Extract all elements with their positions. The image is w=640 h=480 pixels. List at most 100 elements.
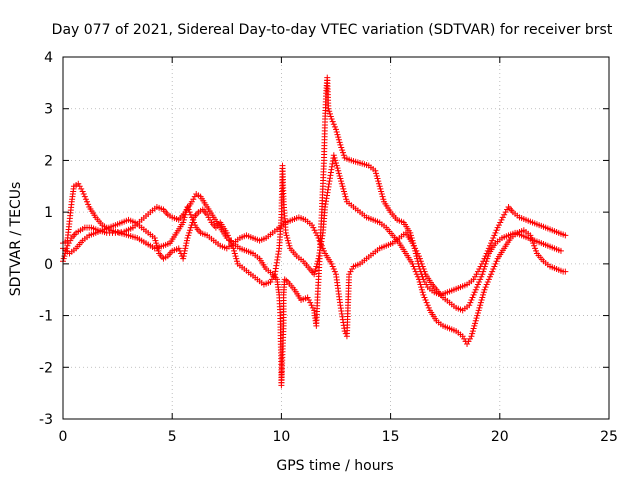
- data-point: [325, 105, 332, 112]
- data-point: [414, 273, 421, 280]
- data-point: [282, 229, 289, 236]
- data-point: [84, 198, 91, 205]
- data-point: [60, 255, 67, 262]
- data-point: [459, 333, 466, 340]
- data-point: [375, 180, 382, 187]
- data-point: [335, 167, 342, 174]
- data-point: [423, 299, 430, 306]
- data-point: [481, 263, 488, 270]
- data-point: [229, 242, 236, 249]
- y-tick-label: 1: [44, 205, 53, 221]
- data-point: [181, 214, 188, 221]
- y-tick-label: 2: [44, 153, 53, 169]
- data-point: [373, 170, 380, 177]
- data-point: [491, 263, 498, 270]
- data-point: [185, 232, 192, 239]
- data-point: [468, 333, 475, 340]
- data-point: [284, 235, 291, 241]
- data-point: [312, 229, 319, 236]
- data-point: [415, 276, 422, 283]
- data-point: [498, 216, 505, 223]
- data-point: [418, 284, 425, 291]
- data-point: [335, 134, 342, 141]
- data-point: [333, 126, 339, 133]
- data-point: [314, 232, 321, 239]
- data-point: [419, 289, 426, 296]
- data-point: [469, 328, 476, 335]
- data-point: [153, 240, 160, 247]
- data-point: [474, 281, 481, 288]
- data-point: [377, 185, 384, 192]
- data-point: [493, 227, 500, 234]
- data-point: [415, 253, 422, 260]
- data-point: [562, 268, 569, 275]
- data-point: [231, 250, 238, 257]
- data-point: [374, 175, 381, 182]
- data-point: [530, 240, 537, 247]
- data-point: [330, 266, 337, 273]
- data-point: [495, 222, 502, 229]
- data-point: [308, 222, 315, 229]
- data-point: [414, 250, 421, 257]
- data-point: [312, 266, 319, 273]
- data-point: [151, 235, 158, 241]
- data-point: [477, 299, 484, 306]
- data-point: [331, 154, 338, 161]
- data-point: [326, 108, 333, 115]
- data-point: [409, 260, 416, 267]
- data-point: [489, 237, 496, 244]
- data-point: [492, 229, 499, 236]
- data-point: [413, 271, 420, 278]
- axes: 0 5 10 15 20 25 -3 -2 -1 0 1 2 3 4: [39, 50, 618, 445]
- data-point: [532, 247, 539, 254]
- plot-frame: [62, 56, 610, 420]
- data-point: [464, 341, 471, 348]
- data-point: [378, 188, 385, 195]
- data-point: [342, 193, 349, 200]
- data-point: [379, 193, 386, 200]
- data-point: [471, 289, 478, 296]
- data-point: [183, 237, 190, 244]
- data-point: [420, 266, 427, 273]
- data-point: [286, 242, 293, 249]
- data-point: [501, 211, 508, 218]
- data-point: [483, 281, 490, 288]
- data-point: [191, 193, 198, 200]
- data-point: [284, 237, 291, 244]
- data-point: [78, 185, 85, 192]
- x-axis-label: GPS time / hours: [276, 458, 393, 474]
- data-point: [481, 286, 488, 293]
- y-tick-label: -2: [39, 360, 53, 376]
- data-point: [186, 229, 193, 236]
- data-point: [308, 302, 315, 309]
- data-point: [421, 268, 428, 275]
- data-point: [331, 123, 338, 130]
- data-point: [343, 196, 350, 203]
- data-point: [372, 167, 379, 174]
- data-point: [339, 147, 346, 154]
- data-point: [341, 191, 348, 198]
- data-point: [314, 260, 321, 267]
- data-point: [531, 242, 538, 249]
- data-point: [79, 188, 86, 195]
- chart-title: Day 077 of 2021, Sidereal Day-to-day VTE…: [52, 22, 613, 38]
- data-point: [155, 247, 162, 254]
- data-point: [186, 209, 193, 216]
- data-point: [479, 271, 486, 278]
- data-point: [485, 253, 492, 260]
- data-point: [489, 268, 496, 275]
- data-point: [465, 338, 472, 345]
- data-point: [473, 271, 480, 278]
- data-point: [329, 263, 336, 270]
- data-point: [231, 247, 238, 254]
- data-point: [480, 291, 487, 298]
- data-point: [311, 268, 318, 275]
- data-point: [418, 260, 425, 267]
- data-point: [417, 258, 424, 265]
- data-point: [186, 227, 193, 234]
- data-point: [314, 258, 321, 265]
- data-point: [85, 201, 92, 208]
- data-point: [326, 110, 333, 117]
- data-point: [482, 284, 489, 291]
- data-point: [180, 219, 187, 226]
